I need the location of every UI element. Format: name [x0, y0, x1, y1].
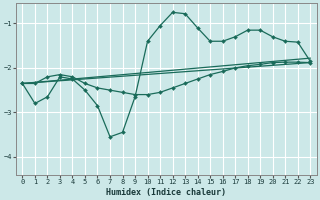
- X-axis label: Humidex (Indice chaleur): Humidex (Indice chaleur): [106, 188, 226, 197]
